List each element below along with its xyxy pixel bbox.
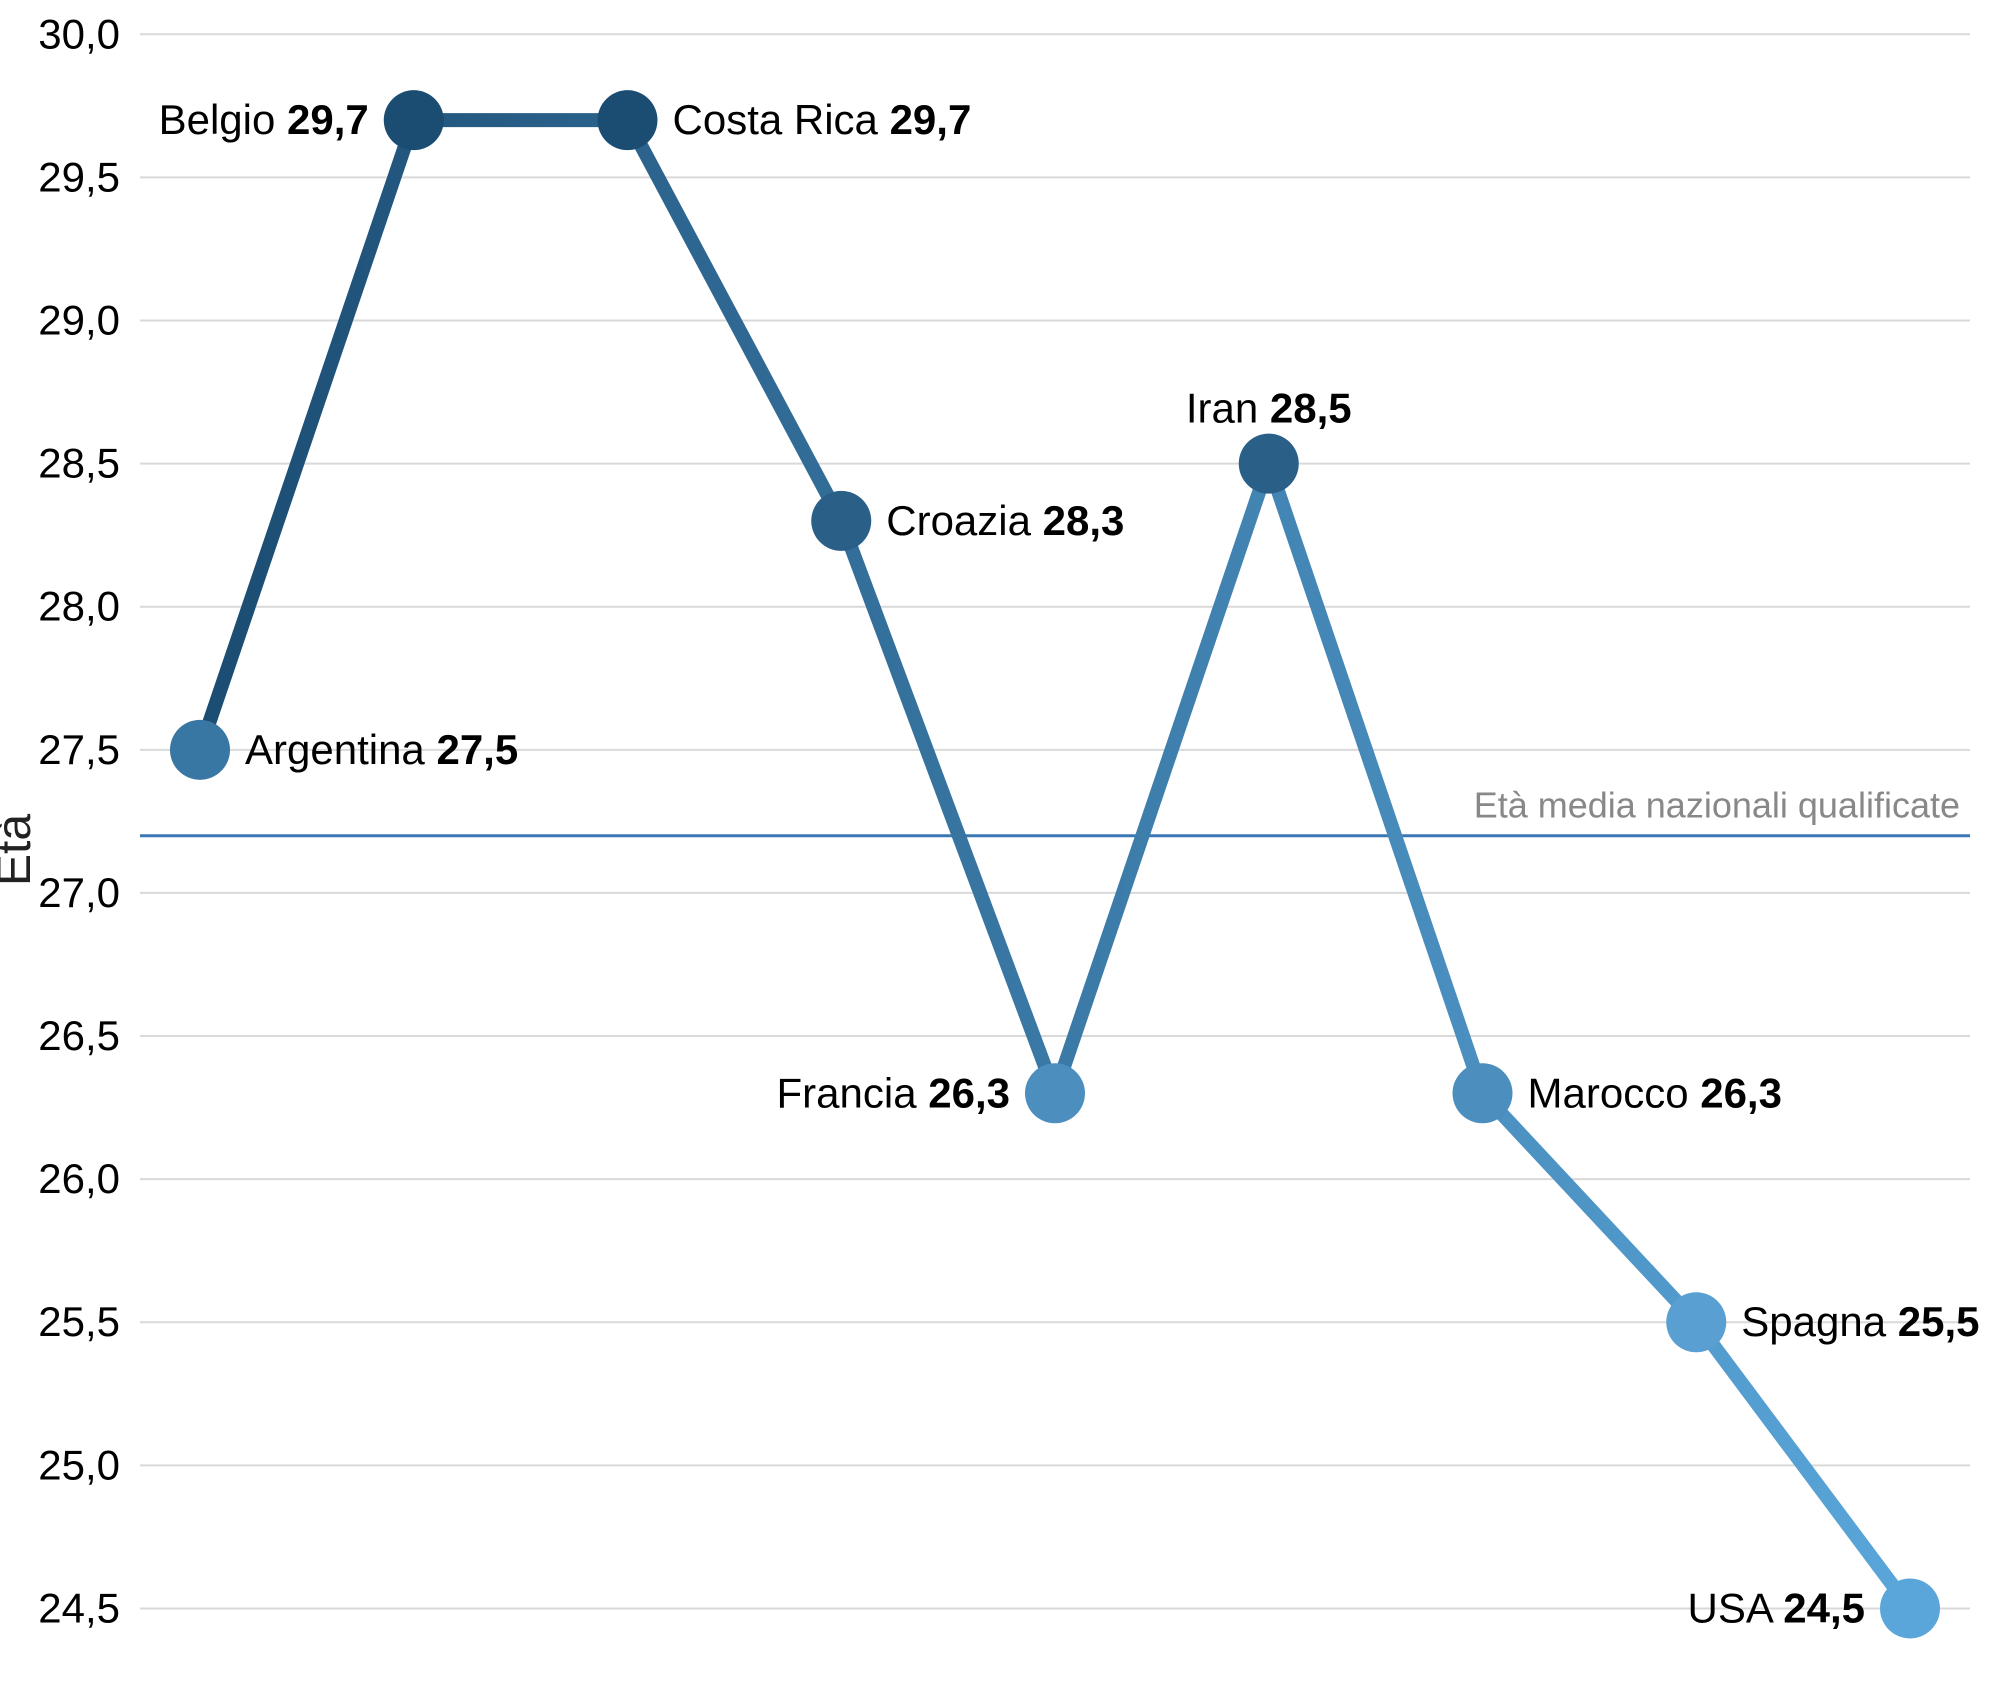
point-label: Costa Rica 29,7: [673, 96, 972, 143]
chart-container: 24,5 25,0 25,5 26,0 26,5 27,0 27,5 28,0 28,5 29,0…: [0, 0, 2000, 1702]
y-axis-title: Età: [0, 814, 41, 886]
reference-line-label: Età media nazionali qualificate: [1474, 785, 1960, 826]
y-tick-label: 25,5: [38, 1298, 120, 1345]
data-point: [598, 90, 658, 150]
data-point: [1025, 1063, 1085, 1123]
data-point: [811, 491, 871, 551]
y-tick-label: 26,5: [38, 1012, 120, 1059]
point-label: Belgio 29,7: [159, 96, 369, 143]
data-point: [1666, 1292, 1726, 1352]
data-point: [1239, 434, 1299, 494]
data-point: [1453, 1063, 1513, 1123]
y-tick-label: 28,0: [38, 583, 120, 630]
y-tick-label: 27,5: [38, 726, 120, 773]
data-point: [384, 90, 444, 150]
point-label: Iran 28,5: [1186, 385, 1352, 432]
line-chart: 24,5 25,0 25,5 26,0 26,5 27,0 27,5 28,0 28,5 29,0…: [0, 0, 2000, 1702]
data-point: [170, 720, 230, 780]
point-label: Croazia 28,3: [886, 497, 1124, 544]
data-point: [1880, 1578, 1940, 1638]
series-line: [200, 120, 1910, 1608]
y-tick-label: 30,0: [38, 10, 120, 57]
point-label: Marocco 26,3: [1528, 1069, 1782, 1116]
y-tick-label: 25,0: [38, 1441, 120, 1488]
point-label: Spagna 25,5: [1741, 1298, 1979, 1345]
y-tick-label: 29,0: [38, 297, 120, 344]
y-tick-label: 29,5: [38, 153, 120, 200]
y-tick-label: 24,5: [38, 1584, 120, 1631]
point-label: Francia 26,3: [777, 1069, 1010, 1116]
y-tick-label: 26,0: [38, 1155, 120, 1202]
point-label: USA 24,5: [1688, 1584, 1865, 1631]
y-tick-label: 28,5: [38, 440, 120, 487]
point-label: Argentina 27,5: [245, 726, 518, 773]
y-tick-label: 27,0: [38, 869, 120, 916]
